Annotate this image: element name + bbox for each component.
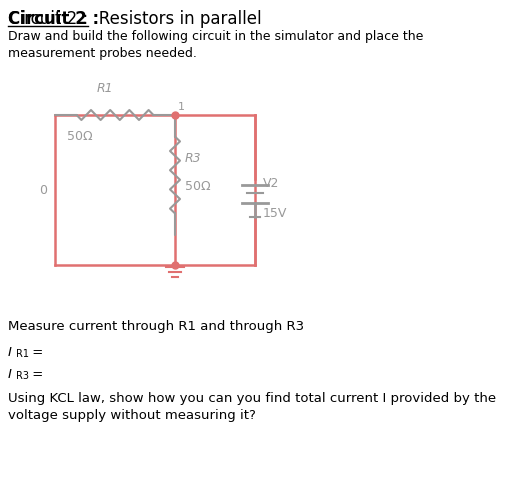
Text: V2: V2 <box>263 177 279 190</box>
Text: I: I <box>8 368 12 381</box>
Text: Draw and build the following circuit in the simulator and place the
measurement : Draw and build the following circuit in … <box>8 30 422 60</box>
Text: =: = <box>28 346 43 359</box>
Text: R1: R1 <box>16 349 29 359</box>
Text: Circuit 2 :  Resistors in parallel: Circuit 2 : Resistors in parallel <box>8 10 261 28</box>
Text: I: I <box>8 346 12 359</box>
Text: R3: R3 <box>185 152 201 165</box>
Text: 1: 1 <box>178 102 185 112</box>
Text: =: = <box>28 368 43 381</box>
Text: Using KCL law, show how you can you find total current I provided by the
voltage: Using KCL law, show how you can you find… <box>8 392 495 422</box>
Text: Circuit 2 :: Circuit 2 : <box>8 10 99 28</box>
Text: 50Ω: 50Ω <box>185 180 210 193</box>
Text: R3: R3 <box>16 371 29 381</box>
Text: Measure current through R1 and through R3: Measure current through R1 and through R… <box>8 320 303 333</box>
Text: 15V: 15V <box>263 207 287 220</box>
Text: 50Ω: 50Ω <box>67 130 93 143</box>
Text: 0: 0 <box>39 183 47 197</box>
Text: R1: R1 <box>97 82 113 95</box>
